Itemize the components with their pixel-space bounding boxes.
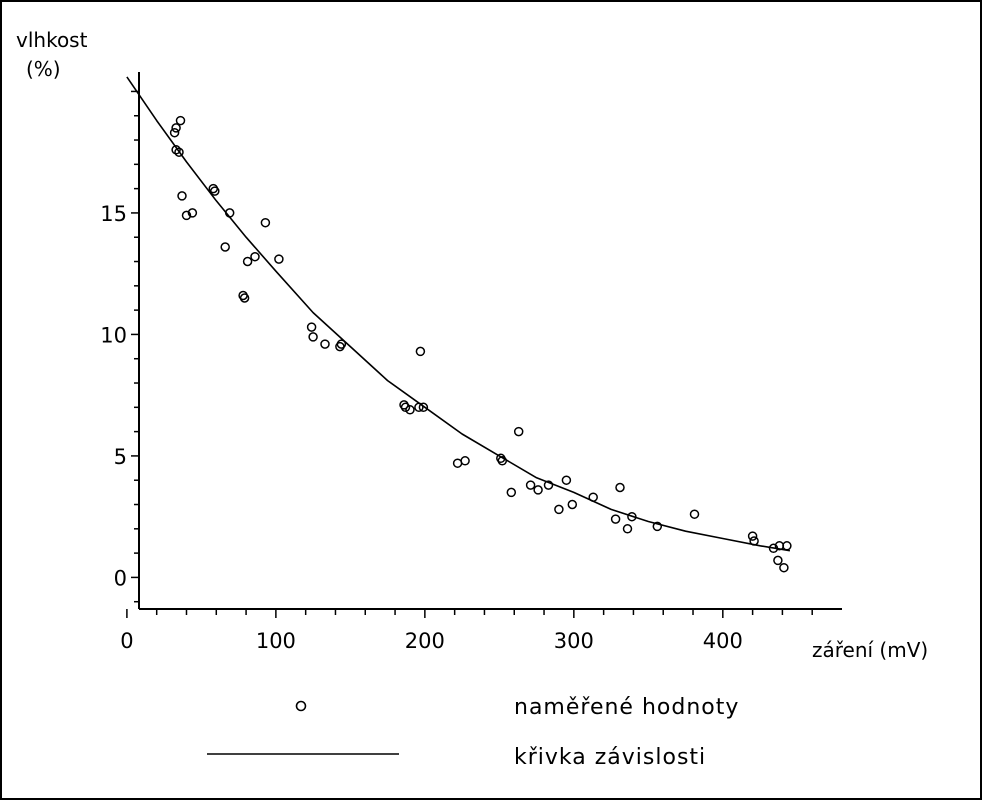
data-points-layer — [169, 115, 792, 573]
data-point — [615, 482, 625, 493]
legend-label-curve: křivka závislosti — [514, 745, 706, 770]
data-point — [175, 115, 186, 126]
data-point — [622, 524, 633, 534]
data-point — [513, 426, 524, 437]
data-point — [187, 208, 198, 218]
data-point — [224, 208, 235, 218]
data-point — [497, 456, 508, 466]
data-point — [773, 555, 783, 566]
data-point — [689, 509, 700, 519]
data-point — [242, 256, 253, 267]
data-point — [181, 210, 192, 221]
data-point — [779, 562, 789, 573]
x-tick-label: 100 — [256, 629, 296, 653]
y-tick-label: 10 — [100, 323, 127, 347]
fitted-curve-layer — [126, 76, 791, 552]
x-axis-ticks: 0 100 200 300 400 — [120, 609, 813, 653]
data-point — [414, 402, 424, 413]
data-point — [306, 322, 317, 332]
data-point — [460, 456, 470, 466]
data-point — [220, 242, 230, 252]
data-point — [336, 339, 347, 349]
data-point — [768, 543, 779, 554]
y-axis-unit-label: (%) — [26, 57, 61, 81]
data-point — [308, 332, 318, 342]
data-point — [652, 521, 663, 532]
data-point — [171, 123, 181, 133]
data-point — [749, 536, 759, 546]
data-point — [567, 499, 578, 510]
data-point — [506, 487, 517, 498]
data-point — [543, 480, 554, 490]
x-tick-label: 400 — [703, 629, 743, 653]
y-tick-label: 15 — [100, 202, 127, 226]
data-point — [260, 217, 271, 228]
legend: naměřené hodnoty křivka závislosti — [207, 695, 739, 770]
x-axis-label: záření (mV) — [812, 638, 928, 662]
data-point — [627, 511, 637, 522]
data-point — [554, 504, 564, 515]
data-point — [274, 254, 284, 264]
data-point — [418, 402, 429, 413]
data-point — [782, 541, 792, 551]
data-point — [177, 191, 187, 201]
data-point — [588, 492, 598, 502]
data-point — [239, 293, 250, 303]
data-point — [320, 339, 330, 349]
legend-label-measured: naměřené hodnoty — [514, 695, 739, 720]
data-point — [174, 147, 184, 157]
x-tick-label: 0 — [120, 629, 133, 653]
x-tick-label: 200 — [405, 629, 445, 653]
y-tick-label: 0 — [114, 566, 127, 590]
data-point — [405, 405, 415, 415]
y-axis-ticks: 0 5 10 15 — [100, 90, 139, 603]
legend-marker-measured — [295, 700, 307, 712]
data-point — [210, 186, 220, 196]
data-point — [250, 251, 260, 262]
data-point — [533, 485, 543, 495]
data-point — [171, 145, 181, 155]
x-tick-label: 300 — [554, 629, 594, 653]
fitted-curve — [126, 76, 791, 552]
data-point — [525, 480, 536, 490]
data-point — [415, 346, 426, 357]
data-point — [747, 531, 758, 541]
data-point — [610, 514, 621, 524]
y-tick-label: 5 — [114, 445, 127, 469]
data-point — [561, 475, 572, 485]
y-axis-label: vlhkost — [16, 28, 88, 52]
data-point — [169, 127, 180, 138]
